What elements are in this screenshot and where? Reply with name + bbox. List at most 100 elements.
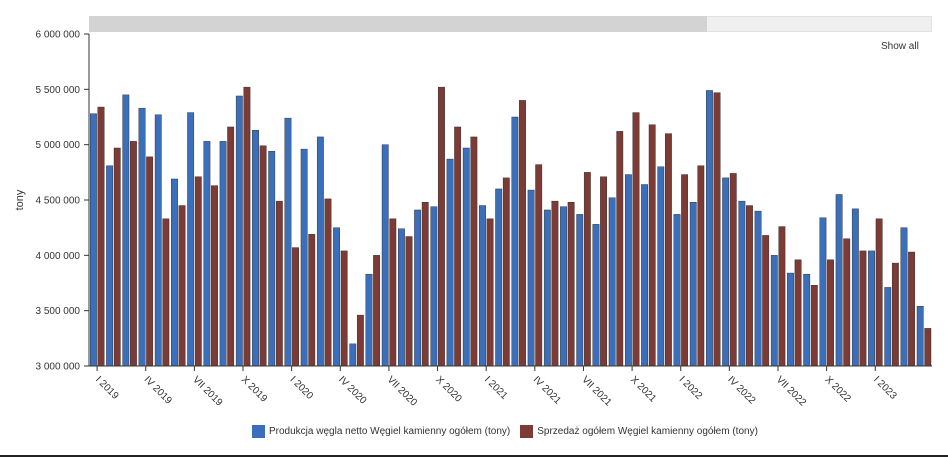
bar-sales <box>681 174 689 367</box>
bar-production <box>446 158 454 367</box>
bar-sales <box>211 185 218 367</box>
bar-production <box>835 194 843 367</box>
x-tick-label: I 2023 <box>871 374 899 402</box>
bar-production <box>462 147 470 367</box>
bar-sales <box>713 92 721 367</box>
bar-production <box>641 184 648 367</box>
bar-sales <box>130 141 137 367</box>
bar-sales <box>324 198 332 367</box>
bar-production <box>316 136 324 367</box>
bar-sales <box>891 262 899 367</box>
bar-sales <box>583 172 591 367</box>
y-tick-label: 3 000 000 <box>36 362 81 373</box>
bar-sales <box>356 314 364 367</box>
y-tick-label: 4 500 000 <box>36 196 81 207</box>
bar-production <box>868 250 875 367</box>
bar-sales <box>146 156 154 367</box>
legend-item-production[interactable]: Produkcja węgla netto Węgiel kamienny og… <box>252 425 510 438</box>
x-tick-label: I 2022 <box>677 374 705 402</box>
bar-sales <box>454 126 462 367</box>
bar-production <box>365 273 373 367</box>
bar-sales <box>600 176 607 367</box>
legend: Produkcja węgla netto Węgiel kamienny og… <box>252 425 758 438</box>
bar-sales <box>470 136 478 367</box>
bar-sales <box>421 202 429 367</box>
legend-label-sales: Sprzedaż ogółem Węgiel kamienny ogółem (… <box>537 426 758 437</box>
bar-production <box>154 114 162 367</box>
bar-sales <box>567 202 575 367</box>
bar-sales <box>843 238 851 367</box>
bar-production <box>430 206 438 367</box>
bar-sales <box>405 236 413 367</box>
x-tick-label: I 2021 <box>482 374 510 402</box>
bar-sales <box>729 173 737 367</box>
x-tick-label: IV 2021 <box>531 374 563 406</box>
x-tick-label: VII 2020 <box>385 374 419 408</box>
bar-production <box>203 141 211 367</box>
legend-label-production: Produkcja węgla netto Węgiel kamienny og… <box>269 426 511 437</box>
bar-production <box>479 205 486 367</box>
show-all-button[interactable]: Show all <box>881 41 919 52</box>
y-axis: 3 000 000 3 500 000 4 000 000 4 500 000 5 00… <box>36 30 90 373</box>
bar-sales <box>632 112 640 367</box>
bar-production <box>252 130 259 367</box>
bar-production <box>349 343 357 367</box>
y-tick-label: 4 000 000 <box>36 251 81 262</box>
x-tick-label: IV 2019 <box>142 374 174 406</box>
bar-production <box>398 228 405 367</box>
bar-sales <box>438 86 445 367</box>
y-tick-label: 6 000 000 <box>36 30 81 41</box>
bar-sales <box>908 251 915 367</box>
bar-sales <box>194 176 202 367</box>
bar-sales <box>373 255 380 367</box>
bar-sales <box>746 205 753 367</box>
bar-sales <box>97 106 105 367</box>
bar-production <box>722 177 730 367</box>
bar-production <box>689 202 697 367</box>
bar-sales <box>162 218 170 367</box>
bar-production <box>624 174 632 367</box>
bar-production <box>916 306 924 367</box>
bar-sales <box>292 247 299 367</box>
bar-production <box>122 94 130 367</box>
bar-sales <box>259 145 267 367</box>
bar-sales <box>178 205 186 367</box>
frame-bottom-border <box>0 455 948 457</box>
bar-sales <box>308 234 316 367</box>
x-scrollbar-thumb[interactable] <box>89 16 707 32</box>
bar-production <box>235 95 243 367</box>
bar-production <box>106 165 114 367</box>
x-tick-label: IV 2022 <box>725 374 757 406</box>
bar-sales <box>340 250 348 367</box>
bar-production <box>187 112 195 367</box>
bar-sales <box>519 100 526 367</box>
x-tick-label: I 2019 <box>93 374 121 402</box>
bar-production <box>673 214 681 367</box>
bar-production <box>268 151 276 367</box>
bar-sales <box>665 133 672 367</box>
bar-sales <box>486 218 494 367</box>
y-tick-label: 5 000 000 <box>36 140 81 151</box>
legend-item-sales[interactable]: Sprzedaż ogółem Węgiel kamienny ogółem (… <box>520 425 758 438</box>
bar-production <box>851 208 859 367</box>
bar-sales <box>859 250 867 367</box>
bar-sales <box>389 218 397 367</box>
bar-production <box>770 255 778 367</box>
x-tick-label: VII 2019 <box>190 374 224 408</box>
bar-production <box>381 144 389 367</box>
bar-production <box>884 287 892 367</box>
bar-production <box>787 272 794 367</box>
bar-production <box>706 90 713 367</box>
bar-production <box>300 148 308 367</box>
bar-sales <box>502 177 510 367</box>
x-tick-label: X 2019 <box>239 374 269 404</box>
bar-sales <box>778 226 786 367</box>
bar-production <box>171 178 178 367</box>
x-tick-label: X 2021 <box>628 374 658 404</box>
bar-production <box>657 166 665 367</box>
y-axis-title: tony <box>14 189 26 210</box>
bar-sales <box>535 164 543 367</box>
legend-swatch-sales <box>520 425 534 438</box>
bar-production <box>527 189 535 367</box>
bar-production <box>738 200 746 367</box>
